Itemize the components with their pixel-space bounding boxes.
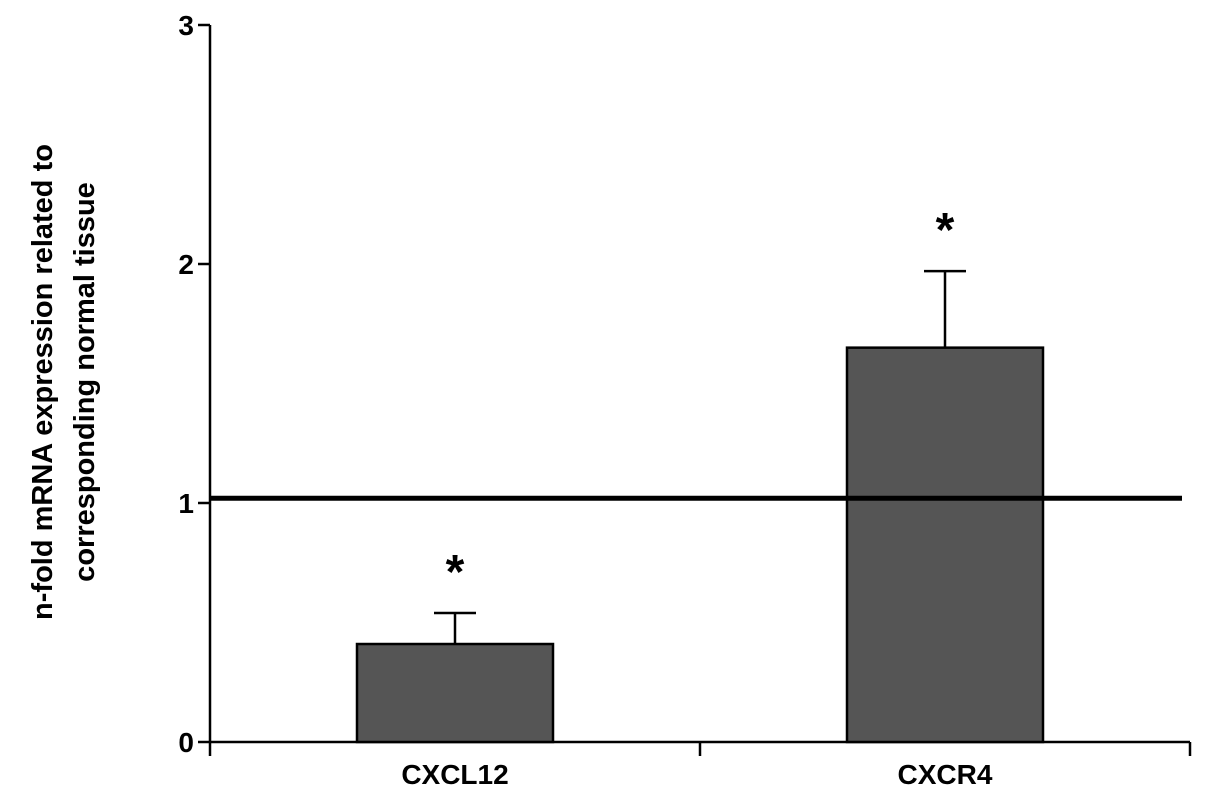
x-tick-label: CXCR4 bbox=[898, 759, 993, 790]
y-axis-title: n-fold mRNA expression related to corres… bbox=[27, 144, 101, 620]
bar-cxcl12 bbox=[355, 642, 555, 744]
bar-cxcr4 bbox=[845, 346, 1045, 744]
significance-marker: * bbox=[936, 204, 955, 257]
significance-marker: * bbox=[446, 546, 465, 599]
y-tick-label: 1 bbox=[178, 488, 194, 519]
y-tick-label: 0 bbox=[178, 727, 194, 758]
bars: * CXCL12 * CXCR4 bbox=[355, 204, 1045, 790]
y-tick-label: 2 bbox=[178, 249, 194, 280]
y-axis-title-line-1: n-fold mRNA expression related to bbox=[27, 144, 59, 620]
x-tick-label: CXCL12 bbox=[401, 759, 508, 790]
y-axis-title-line-2: corresponding normal tissue bbox=[69, 182, 101, 582]
y-tick-label: 3 bbox=[178, 10, 194, 41]
